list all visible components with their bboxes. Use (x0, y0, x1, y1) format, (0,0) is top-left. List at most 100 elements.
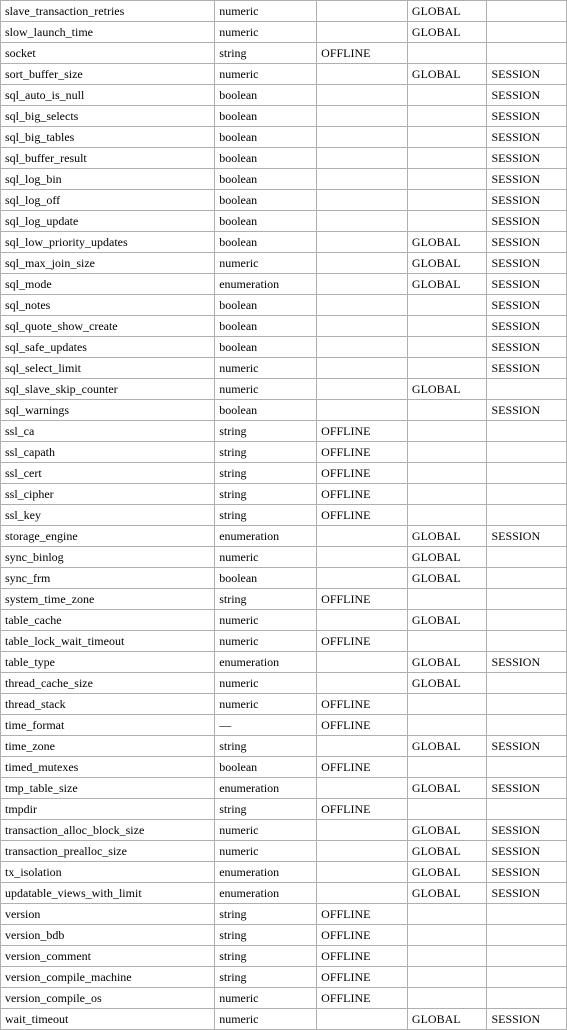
cell-global (408, 337, 487, 357)
table-row: time_zonestringGLOBALSESSION (1, 736, 566, 756)
cell-name: thread_cache_size (1, 673, 214, 693)
table-row: sync_binlognumericGLOBAL (1, 547, 566, 567)
table-row: sql_log_offbooleanSESSION (1, 190, 566, 210)
cell-type: string (215, 736, 316, 756)
table-row: wait_timeoutnumericGLOBALSESSION (1, 1009, 566, 1029)
cell-type: boolean (215, 127, 316, 147)
cell-global: GLOBAL (408, 1009, 487, 1029)
cell-type: numeric (215, 358, 316, 378)
cell-name: version_comment (1, 946, 214, 966)
cell-global: GLOBAL (408, 610, 487, 630)
cell-offline (317, 547, 407, 567)
cell-offline: OFFLINE (317, 904, 407, 924)
cell-global (408, 211, 487, 231)
cell-name: sql_big_tables (1, 127, 214, 147)
cell-offline (317, 778, 407, 798)
cell-global (408, 631, 487, 651)
cell-type: boolean (215, 232, 316, 252)
table-row: sql_slave_skip_counternumericGLOBAL (1, 379, 566, 399)
cell-global: GLOBAL (408, 841, 487, 861)
table-row: timed_mutexesbooleanOFFLINE (1, 757, 566, 777)
table-row: slave_transaction_retriesnumericGLOBAL (1, 1, 566, 21)
table-row: thread_cache_sizenumericGLOBAL (1, 673, 566, 693)
table-row: sort_buffer_sizenumericGLOBALSESSION (1, 64, 566, 84)
cell-type: boolean (215, 190, 316, 210)
cell-name: transaction_prealloc_size (1, 841, 214, 861)
table-row: transaction_alloc_block_sizenumericGLOBA… (1, 820, 566, 840)
table-row: socketstringOFFLINE (1, 43, 566, 63)
table-row: sql_select_limitnumericSESSION (1, 358, 566, 378)
cell-offline (317, 883, 407, 903)
cell-session (487, 547, 566, 567)
cell-name: sql_notes (1, 295, 214, 315)
cell-session (487, 694, 566, 714)
cell-type: boolean (215, 400, 316, 420)
cell-offline (317, 211, 407, 231)
table-row: sql_warningsbooleanSESSION (1, 400, 566, 420)
cell-name: version_compile_os (1, 988, 214, 1008)
cell-session: SESSION (487, 274, 566, 294)
cell-offline (317, 400, 407, 420)
cell-global (408, 967, 487, 987)
cell-offline (317, 64, 407, 84)
cell-session: SESSION (487, 841, 566, 861)
table-row: sql_big_tablesbooleanSESSION (1, 127, 566, 147)
cell-name: table_lock_wait_timeout (1, 631, 214, 651)
cell-type: boolean (215, 148, 316, 168)
cell-type: numeric (215, 610, 316, 630)
cell-session (487, 715, 566, 735)
cell-session: SESSION (487, 148, 566, 168)
table-row: sql_max_join_sizenumericGLOBALSESSION (1, 253, 566, 273)
cell-type: numeric (215, 22, 316, 42)
cell-global (408, 190, 487, 210)
cell-type: numeric (215, 379, 316, 399)
cell-name: ssl_key (1, 505, 214, 525)
cell-global (408, 946, 487, 966)
cell-name: ssl_cert (1, 463, 214, 483)
cell-global: GLOBAL (408, 274, 487, 294)
cell-global: GLOBAL (408, 1, 487, 21)
cell-offline: OFFLINE (317, 484, 407, 504)
table-row: sql_log_binbooleanSESSION (1, 169, 566, 189)
cell-name: sql_mode (1, 274, 214, 294)
cell-offline (317, 379, 407, 399)
cell-session: SESSION (487, 883, 566, 903)
cell-session (487, 568, 566, 588)
cell-session (487, 442, 566, 462)
cell-offline (317, 274, 407, 294)
cell-type: numeric (215, 547, 316, 567)
cell-type: string (215, 442, 316, 462)
table-row: transaction_prealloc_sizenumericGLOBALSE… (1, 841, 566, 861)
cell-global (408, 715, 487, 735)
cell-name: sql_quote_show_create (1, 316, 214, 336)
cell-offline (317, 736, 407, 756)
cell-name: sql_safe_updates (1, 337, 214, 357)
cell-type: string (215, 967, 316, 987)
table-row: sql_quote_show_createbooleanSESSION (1, 316, 566, 336)
table-row: sql_log_updatebooleanSESSION (1, 211, 566, 231)
cell-global: GLOBAL (408, 736, 487, 756)
table-row: sync_frmbooleanGLOBAL (1, 568, 566, 588)
cell-name: sync_binlog (1, 547, 214, 567)
cell-offline: OFFLINE (317, 442, 407, 462)
cell-session (487, 379, 566, 399)
cell-global (408, 85, 487, 105)
cell-session (487, 799, 566, 819)
cell-session: SESSION (487, 169, 566, 189)
cell-global (408, 484, 487, 504)
cell-type: enumeration (215, 862, 316, 882)
cell-type: boolean (215, 337, 316, 357)
cell-session: SESSION (487, 820, 566, 840)
cell-session: SESSION (487, 190, 566, 210)
cell-name: storage_engine (1, 526, 214, 546)
cell-offline (317, 820, 407, 840)
table-row: slow_launch_timenumericGLOBAL (1, 22, 566, 42)
cell-offline (317, 568, 407, 588)
table-row: sql_auto_is_nullbooleanSESSION (1, 85, 566, 105)
cell-type: boolean (215, 106, 316, 126)
cell-offline: OFFLINE (317, 925, 407, 945)
cell-type: numeric (215, 988, 316, 1008)
cell-type: boolean (215, 85, 316, 105)
cell-type: boolean (215, 568, 316, 588)
cell-offline (317, 1009, 407, 1029)
